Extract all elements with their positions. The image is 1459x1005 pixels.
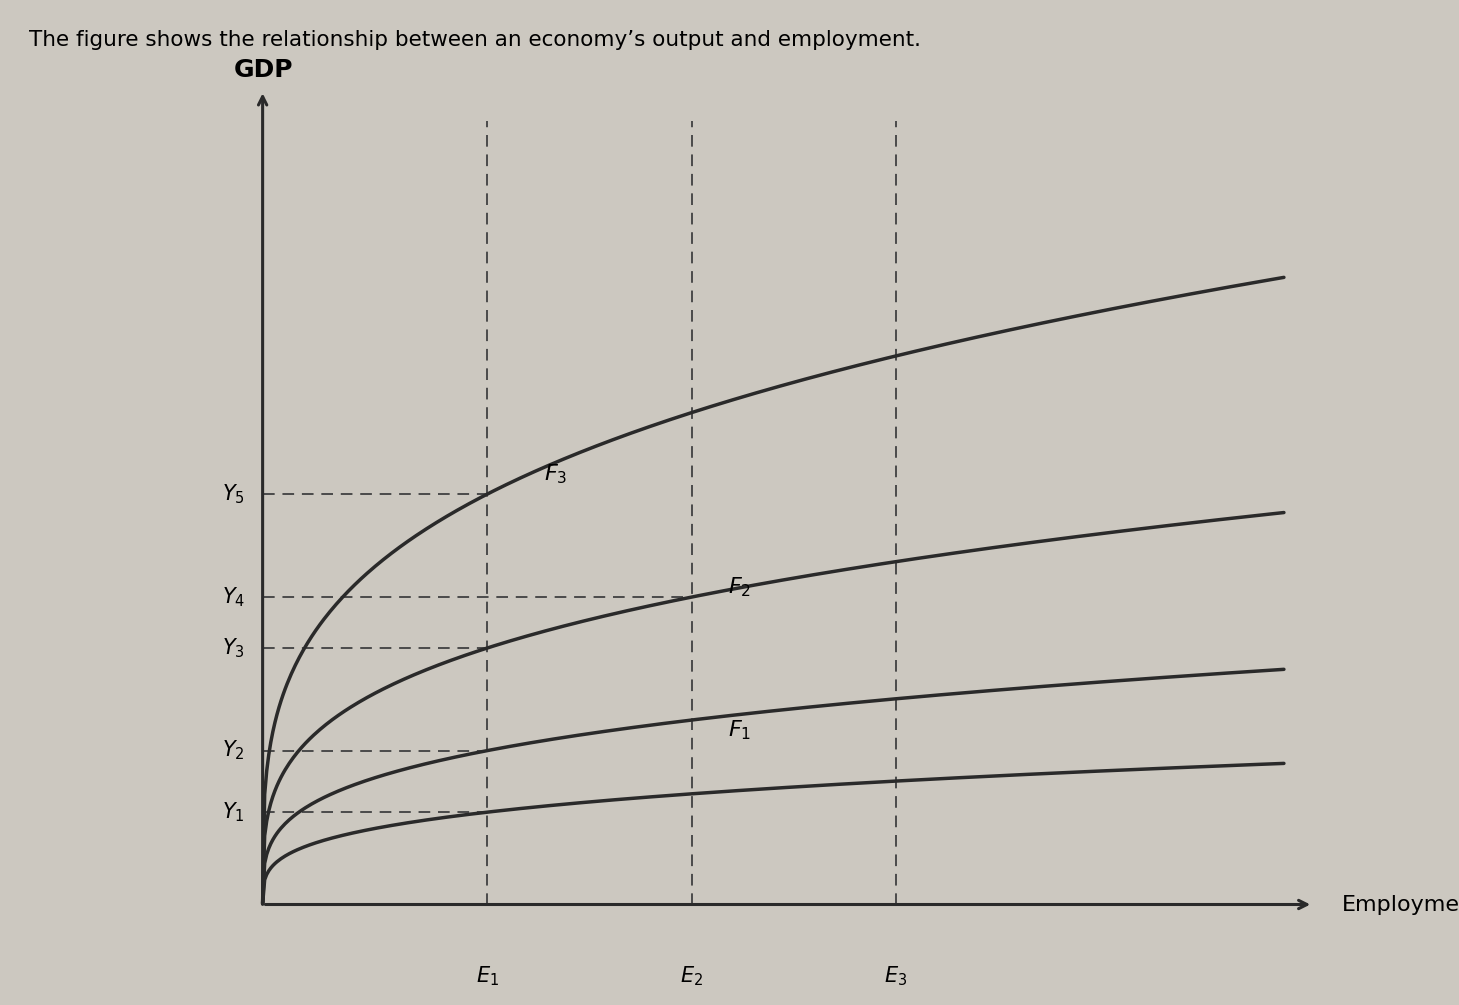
Text: $F_3$: $F_3$ — [544, 462, 568, 485]
Text: $Y_2$: $Y_2$ — [222, 739, 245, 763]
Text: $F_1$: $F_1$ — [728, 719, 751, 742]
Text: $Y_4$: $Y_4$ — [222, 585, 245, 609]
Text: $F_2$: $F_2$ — [728, 575, 751, 599]
Text: $Y_3$: $Y_3$ — [222, 636, 245, 660]
Text: GDP: GDP — [233, 58, 293, 82]
Text: The figure shows the relationship between an economy’s output and employment.: The figure shows the relationship betwee… — [29, 30, 921, 50]
Text: $Y_1$: $Y_1$ — [222, 800, 245, 824]
Text: $E_3$: $E_3$ — [884, 965, 907, 988]
Text: Employment: Employment — [1342, 894, 1459, 915]
Text: $E_1$: $E_1$ — [476, 965, 499, 988]
Text: $Y_5$: $Y_5$ — [222, 482, 245, 506]
Text: $E_2$: $E_2$ — [680, 965, 703, 988]
